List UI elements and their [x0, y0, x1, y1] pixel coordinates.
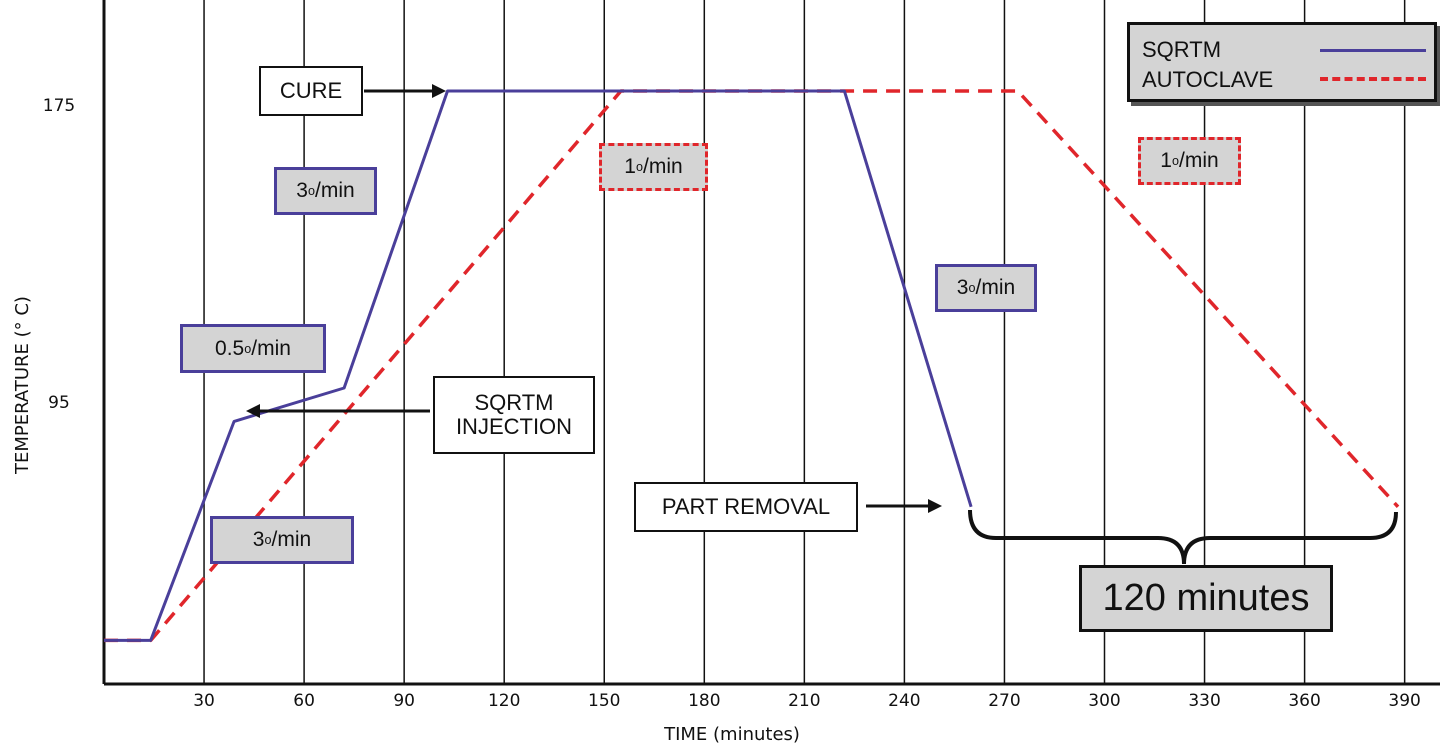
x-axis-title: TIME (minutes) — [663, 724, 800, 745]
difference-brace — [968, 509, 1398, 565]
y-tick-labels: 95 175 — [43, 96, 75, 413]
y-tick-95: 95 — [48, 393, 70, 413]
x-tick-360: 360 — [1288, 691, 1320, 711]
rate-unit: /min — [975, 276, 1016, 299]
part-removal-arrowhead — [928, 499, 942, 513]
rate-value: 0.5 — [215, 336, 245, 360]
cure-callout: CURE — [259, 66, 363, 116]
degree-mark: o — [635, 160, 643, 174]
rate-unit: /min — [271, 528, 312, 551]
injection-arrowhead — [246, 404, 260, 418]
difference-label: 120 minutes — [1079, 565, 1333, 632]
rate-unit: /min — [315, 179, 355, 202]
sqrtm-injection-callout: SQRTM INJECTION — [433, 376, 595, 454]
y-axis-title: TEMPERATURE (° C) — [12, 296, 33, 475]
degree-mark: o — [1171, 154, 1179, 168]
rate-value: 3 — [956, 276, 969, 299]
annotation-arrows — [246, 84, 1398, 565]
rate-value: 3 — [296, 179, 308, 202]
rate-value: 3 — [252, 528, 265, 551]
series-line-sqrtm — [104, 89, 973, 642]
autoclave-ramp-rate-label: 1 o/min — [599, 143, 708, 191]
sqrtm-ramp-rate-label-1: 3 o/min — [210, 516, 354, 564]
x-tick-270: 270 — [988, 691, 1020, 711]
legend-label-autoclave: AUTOCLAVE — [1142, 67, 1274, 92]
x-tick-240: 240 — [888, 691, 920, 711]
cure-arrowhead — [432, 84, 446, 98]
x-tick-210: 210 — [788, 691, 820, 711]
x-tick-180: 180 — [688, 691, 720, 711]
legend-swatch-autoclave — [1320, 77, 1426, 81]
x-tick-390: 390 — [1388, 691, 1420, 711]
degree-mark: o — [968, 281, 976, 295]
sqrtm-cool-rate-label: 3 o/min — [935, 264, 1037, 312]
y-tick-175: 175 — [43, 96, 75, 116]
sqrtm-ramp-rate-label-3: 3 o/min — [274, 167, 377, 215]
degree-mark: o — [307, 184, 315, 198]
x-tick-60: 60 — [293, 691, 315, 711]
part-removal-callout: PART REMOVAL — [634, 482, 858, 532]
rate-unit: /min — [251, 336, 291, 360]
legend-swatch-sqrtm — [1320, 49, 1426, 52]
autoclave-cool-rate-label: 1 o/min — [1138, 137, 1241, 185]
x-tick-150: 150 — [588, 691, 620, 711]
x-tick-300: 300 — [1088, 691, 1120, 711]
rate-unit: /min — [643, 155, 683, 178]
series-lines — [104, 89, 1400, 643]
x-tick-330: 330 — [1188, 691, 1220, 711]
x-tick-labels: 30 60 90 120 150 180 210 240 270 300 330 360 390 — [193, 691, 1421, 711]
degree-mark: o — [244, 341, 252, 356]
rate-unit: /min — [1179, 149, 1219, 172]
legend-label-sqrtm: SQRTM — [1142, 37, 1222, 62]
sqrtm-ramp-rate-label-2: 0.5 o/min — [180, 324, 326, 373]
rate-value: 1 — [624, 155, 636, 178]
injection-line-2: INJECTION — [455, 414, 573, 439]
x-tick-120: 120 — [488, 691, 520, 711]
x-tick-90: 90 — [393, 691, 415, 711]
degree-mark: o — [264, 533, 272, 547]
chart-legend: SQRTM AUTOCLAVE — [1127, 22, 1437, 102]
rate-value: 1 — [1160, 149, 1172, 172]
injection-line-1: SQRTM — [474, 389, 554, 415]
x-tick-30: 30 — [193, 691, 215, 711]
